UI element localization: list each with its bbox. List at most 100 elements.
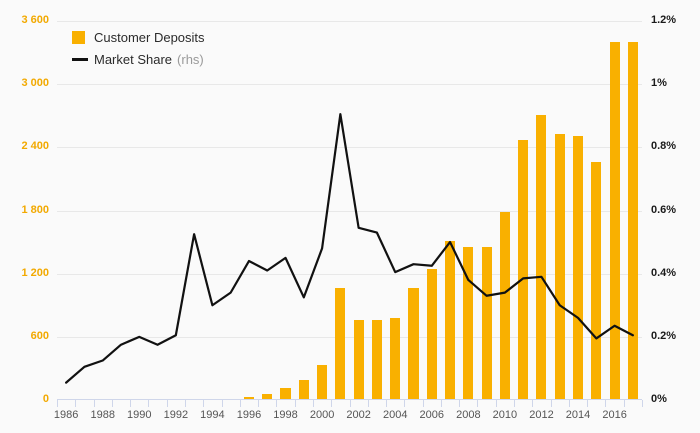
y-axis-right-tick: 1.2% <box>651 14 677 26</box>
x-axis-tickmark <box>221 400 223 407</box>
gridline <box>57 84 642 86</box>
plot-area <box>57 21 642 400</box>
x-axis-label: 1996 <box>236 409 262 421</box>
y-axis-right-tick: 1% <box>651 77 667 90</box>
x-axis-label: 2010 <box>492 409 518 421</box>
bar[interactable] <box>518 139 529 400</box>
gridline <box>57 273 642 275</box>
x-axis-label: 2002 <box>346 409 371 421</box>
legend-label-market-share-rhs: (rhs) <box>177 51 204 67</box>
x-axis-label: 2012 <box>529 409 554 421</box>
x-axis-tickmark <box>148 400 150 407</box>
legend-item-market-share[interactable]: Market Share (rhs) <box>72 48 205 70</box>
x-axis-label: 1992 <box>163 409 189 421</box>
x-axis-tickmark <box>276 400 278 407</box>
legend-label-customer-deposits: Customer Deposits <box>94 29 205 45</box>
x-axis-tickmark <box>111 400 113 407</box>
x-axis-tickmark <box>166 400 168 407</box>
y-axis-left-tick: 600 <box>30 329 49 342</box>
x-axis-tickmark <box>404 400 406 407</box>
x-axis-tickmark <box>57 400 58 407</box>
x-axis-tickmark <box>258 400 260 407</box>
bar[interactable] <box>554 133 565 400</box>
x-axis-tickmark <box>239 400 241 407</box>
x-axis-tickmark <box>623 400 625 407</box>
x-axis-tickmark <box>605 400 607 407</box>
gridline <box>57 21 642 22</box>
y-axis-right-tick: 0.8% <box>651 140 677 153</box>
x-axis-tickmark <box>422 400 424 407</box>
x-axis-label: 2004 <box>382 409 408 421</box>
x-axis-label: 1988 <box>90 409 115 421</box>
y-axis-left-tick: 3 600 <box>21 14 49 26</box>
x-axis-label: 1998 <box>273 409 298 421</box>
bar[interactable] <box>426 269 437 400</box>
y-axis-left-tick: 3 000 <box>21 77 49 90</box>
x-axis: 1986 1988 1990 1992 1994 1996 1998 2000 2002 2004… <box>53 400 643 433</box>
x-axis-label: 2016 <box>602 409 627 421</box>
bar[interactable] <box>463 247 474 400</box>
square-swatch-icon <box>72 30 85 44</box>
y-axis-left-tick: 1 800 <box>21 203 49 216</box>
x-axis-tickmark <box>75 400 77 407</box>
bar[interactable] <box>591 162 602 400</box>
bar[interactable] <box>627 42 638 400</box>
x-axis-tickmark <box>568 400 570 407</box>
y-axis-left-tick: 2 400 <box>21 140 49 153</box>
bar[interactable] <box>481 247 492 400</box>
x-axis-tickmark <box>93 400 95 407</box>
x-axis-label: 1986 <box>53 409 79 421</box>
x-axis-tickmark <box>440 400 442 407</box>
axis-baseline <box>57 399 642 400</box>
x-axis-tickmark <box>386 400 388 407</box>
x-axis-tickmark <box>184 400 186 407</box>
x-axis-tickmark <box>550 400 552 407</box>
bar[interactable] <box>335 288 346 400</box>
bar[interactable] <box>243 397 254 400</box>
x-axis-tickmark <box>514 400 516 407</box>
line-series-market-share <box>65 113 634 384</box>
x-axis-tickmark <box>532 400 534 407</box>
x-axis-tickmark <box>331 400 333 407</box>
bar[interactable] <box>408 288 419 400</box>
bar[interactable] <box>445 241 456 400</box>
x-axis-tickmark <box>642 400 643 407</box>
bar[interactable] <box>298 380 309 400</box>
y-axis-right-tick: 0.2% <box>651 329 677 342</box>
bar[interactable] <box>353 320 364 400</box>
gridline <box>57 147 642 149</box>
x-axis-tickmark <box>203 400 205 407</box>
bar[interactable] <box>536 114 547 400</box>
bar[interactable] <box>572 135 584 400</box>
chart-legend: Customer Deposits Market Share (rhs) <box>72 26 205 70</box>
legend-label-market-share: Market Share <box>94 51 173 67</box>
bar[interactable] <box>317 365 328 400</box>
bar[interactable] <box>609 42 620 400</box>
gridline <box>57 336 642 338</box>
bar[interactable] <box>390 317 401 400</box>
x-axis-label: 2000 <box>309 409 335 421</box>
y-axis-right-tick: 0.4% <box>651 266 677 279</box>
bar[interactable] <box>371 320 382 400</box>
bar[interactable] <box>280 388 291 400</box>
x-axis-tickmark <box>367 400 369 407</box>
y-axis-left-tick: 0 <box>42 393 49 405</box>
x-axis-label: 1994 <box>200 409 225 421</box>
legend-item-customer-deposits[interactable]: Customer Deposits <box>72 26 205 48</box>
x-axis-tickmark <box>349 400 351 407</box>
x-axis-tickmark <box>312 400 314 407</box>
x-axis-label: 2008 <box>456 409 481 421</box>
y-axis-right-tick: 0% <box>651 393 667 405</box>
x-axis-tickmark <box>477 400 479 407</box>
x-axis-tickmark <box>587 400 589 407</box>
x-axis-tickmark <box>294 400 296 407</box>
x-axis-tickmark <box>459 400 461 407</box>
x-axis-tickmark <box>130 400 132 407</box>
bar[interactable] <box>499 211 510 400</box>
x-axis-tickmark <box>495 400 497 407</box>
x-axis-label: 2006 <box>419 409 445 421</box>
x-axis-label: 1990 <box>127 409 152 421</box>
bar[interactable] <box>262 393 273 400</box>
line-dash-icon <box>72 57 88 61</box>
